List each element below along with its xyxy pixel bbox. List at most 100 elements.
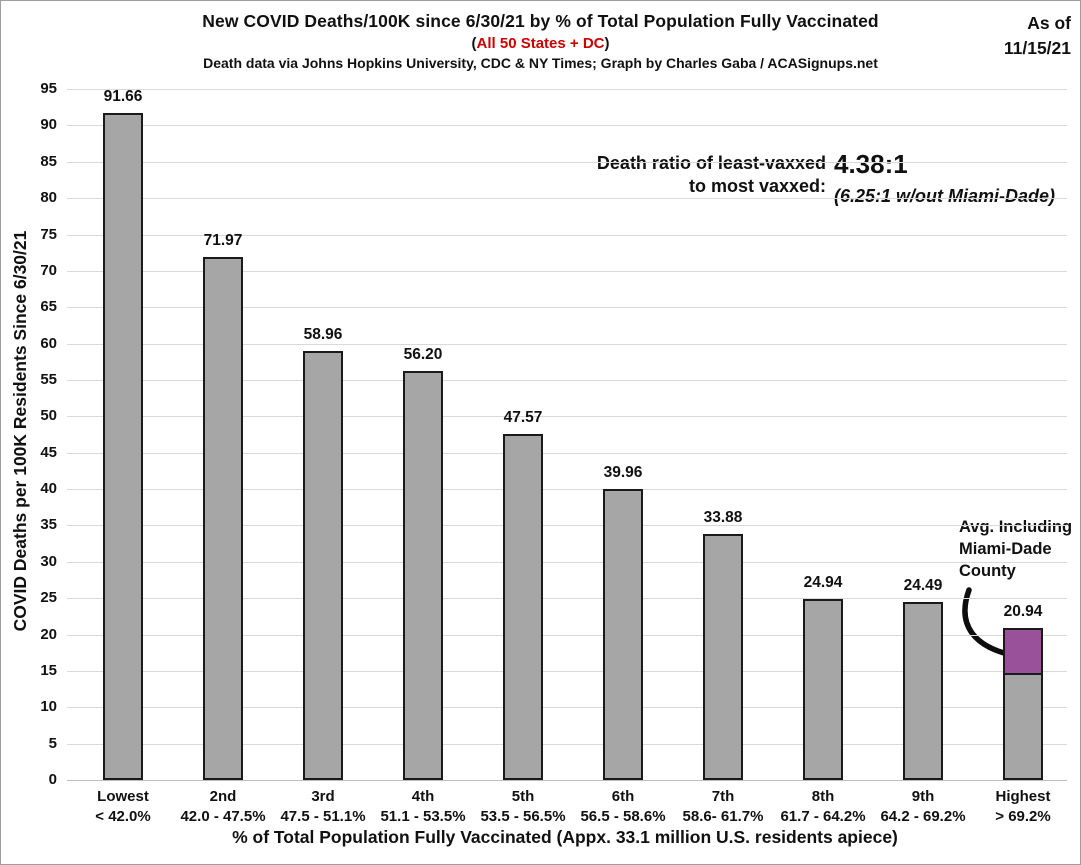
gridline — [67, 198, 1067, 200]
y-tick-label: 30 — [40, 552, 57, 570]
bar — [103, 113, 143, 780]
subtitle-red-text: All 50 States + DC — [476, 35, 605, 52]
bar-value-label: 58.96 — [303, 326, 343, 344]
source-credit: Death data via Johns Hopkins University,… — [203, 55, 878, 71]
x-tick-range: > 69.2% — [995, 808, 1051, 825]
miami-dade-annotation: Avg. Including Miami-Dade County — [959, 518, 1073, 580]
bar-value-label: 39.96 — [603, 464, 643, 482]
x-tick-decile: 2nd — [209, 788, 237, 805]
x-tick-decile: 3rd — [311, 788, 335, 805]
x-tick-decile: Lowest — [97, 788, 149, 805]
x-tick-decile: 7th — [711, 788, 735, 805]
bar — [703, 533, 743, 780]
y-tick-label: 0 — [48, 771, 57, 788]
x-tick-label: 7th 58.6- 61.7% — [668, 787, 778, 827]
x-tick-label: 5th 53.5 - 56.5% — [468, 787, 578, 827]
ratio-annotation-label: Death ratio of least-vaxxed to most vaxx… — [596, 153, 826, 196]
x-tick-label: 2nd 42.0 - 47.5% — [168, 787, 278, 827]
bar-value-label: 24.49 — [903, 576, 943, 594]
bar-segment-miami-dade — [1003, 627, 1043, 676]
bar — [903, 601, 943, 780]
x-tick-decile: 9th — [911, 788, 935, 805]
y-tick-label: 35 — [40, 516, 57, 534]
bar — [303, 351, 343, 780]
as-of-date: As of 11/15/21 — [1004, 11, 1071, 61]
x-tick-range: 53.5 - 56.5% — [480, 808, 566, 825]
y-tick-label: 70 — [40, 261, 57, 279]
x-axis-title: % of Total Population Fully Vaccinated (… — [232, 827, 898, 847]
ratio-note: (6.25:1 w/out Miami-Dade) — [834, 186, 1056, 206]
gridline — [67, 452, 1067, 454]
x-tick-range: 56.5 - 58.6% — [580, 808, 666, 825]
gridline — [67, 707, 1067, 709]
bar-value-label: 24.94 — [803, 573, 843, 591]
x-tick-label: 9th 64.2 - 69.2% — [868, 787, 978, 827]
gridline — [67, 416, 1067, 418]
chart-title: New COVID Deaths/100K since 6/30/21 by %… — [202, 11, 879, 31]
y-tick-label: 5 — [48, 734, 57, 752]
bar-value-label: 47.57 — [503, 409, 543, 426]
gridline — [67, 161, 1067, 163]
as-of-value: 11/15/21 — [1003, 38, 1071, 58]
y-tick-label: 55 — [40, 370, 57, 388]
x-tick-label: 4th 51.1 - 53.5% — [368, 787, 478, 827]
bar-value-label: 33.88 — [703, 508, 743, 526]
x-tick-label: 8th 61.7 - 64.2% — [768, 787, 878, 827]
y-tick-label: 80 — [40, 189, 57, 207]
bar-value-label: 56.20 — [403, 346, 443, 364]
y-tick-label: 40 — [40, 480, 57, 498]
y-tick-label: 50 — [40, 407, 57, 425]
bar-value-label: 91.66 — [103, 88, 143, 106]
x-tick-label: 3rd 47.5 - 51.1% — [268, 787, 378, 827]
gridline — [67, 489, 1067, 491]
bar-value-label: 20.94 — [1003, 602, 1043, 620]
bar — [403, 371, 443, 780]
x-tick-decile: 5th — [511, 788, 535, 805]
x-axis-line — [67, 780, 1067, 781]
y-tick-label: 85 — [40, 152, 57, 170]
x-tick-range: 61.7 - 64.2% — [780, 808, 866, 825]
gridline — [67, 561, 1067, 563]
x-tick-range: 58.6- 61.7% — [682, 808, 764, 825]
bar-value-label: 71.97 — [203, 231, 243, 249]
x-tick-decile: Highest — [995, 788, 1051, 805]
gridline — [67, 379, 1067, 381]
y-tick-label: 15 — [40, 661, 57, 679]
x-tick-label: 6th 56.5 - 58.6% — [568, 787, 678, 827]
bar — [803, 598, 843, 780]
gridline — [67, 234, 1067, 236]
x-tick-range: 42.0 - 47.5% — [180, 808, 266, 825]
gridline — [67, 343, 1067, 345]
x-tick-decile: 4th — [411, 788, 435, 805]
gridline — [67, 270, 1067, 272]
y-tick-label: 90 — [40, 116, 57, 134]
y-tick-label: 65 — [40, 298, 57, 316]
gridline — [67, 670, 1067, 672]
subtitle-paren-close: ) — [604, 35, 610, 52]
gridline — [67, 125, 1067, 127]
gridline — [67, 598, 1067, 600]
y-tick-label: 10 — [40, 698, 57, 716]
bar — [503, 434, 543, 780]
y-tick-label: 60 — [40, 334, 57, 352]
y-tick-label: 25 — [40, 589, 57, 607]
chart-subtitle: (All 50 States + DC) — [1, 35, 1080, 52]
y-tick-label: 75 — [40, 225, 57, 243]
gridline — [67, 743, 1067, 745]
as-of-label: As of — [1027, 13, 1071, 33]
x-tick-range: < 42.0% — [95, 808, 151, 825]
chart-header: New COVID Deaths/100K since 6/30/21 by %… — [1, 1, 1080, 71]
ratio-value: 4.38:1 — [834, 149, 908, 179]
x-tick-range: 64.2 - 69.2% — [880, 808, 966, 825]
bar — [603, 489, 643, 780]
subtitle-paren-open: ( — [471, 35, 477, 52]
x-tick-range: 47.5 - 51.1% — [280, 808, 366, 825]
x-tick-label: Lowest < 42.0% — [68, 787, 178, 827]
x-tick-decile: 8th — [811, 788, 835, 805]
x-tick-range: 51.1 - 53.5% — [380, 808, 466, 825]
gridline — [67, 307, 1067, 309]
gridline — [67, 89, 1067, 90]
x-tick-label: Highest > 69.2% — [968, 787, 1078, 827]
gridline — [67, 525, 1067, 527]
